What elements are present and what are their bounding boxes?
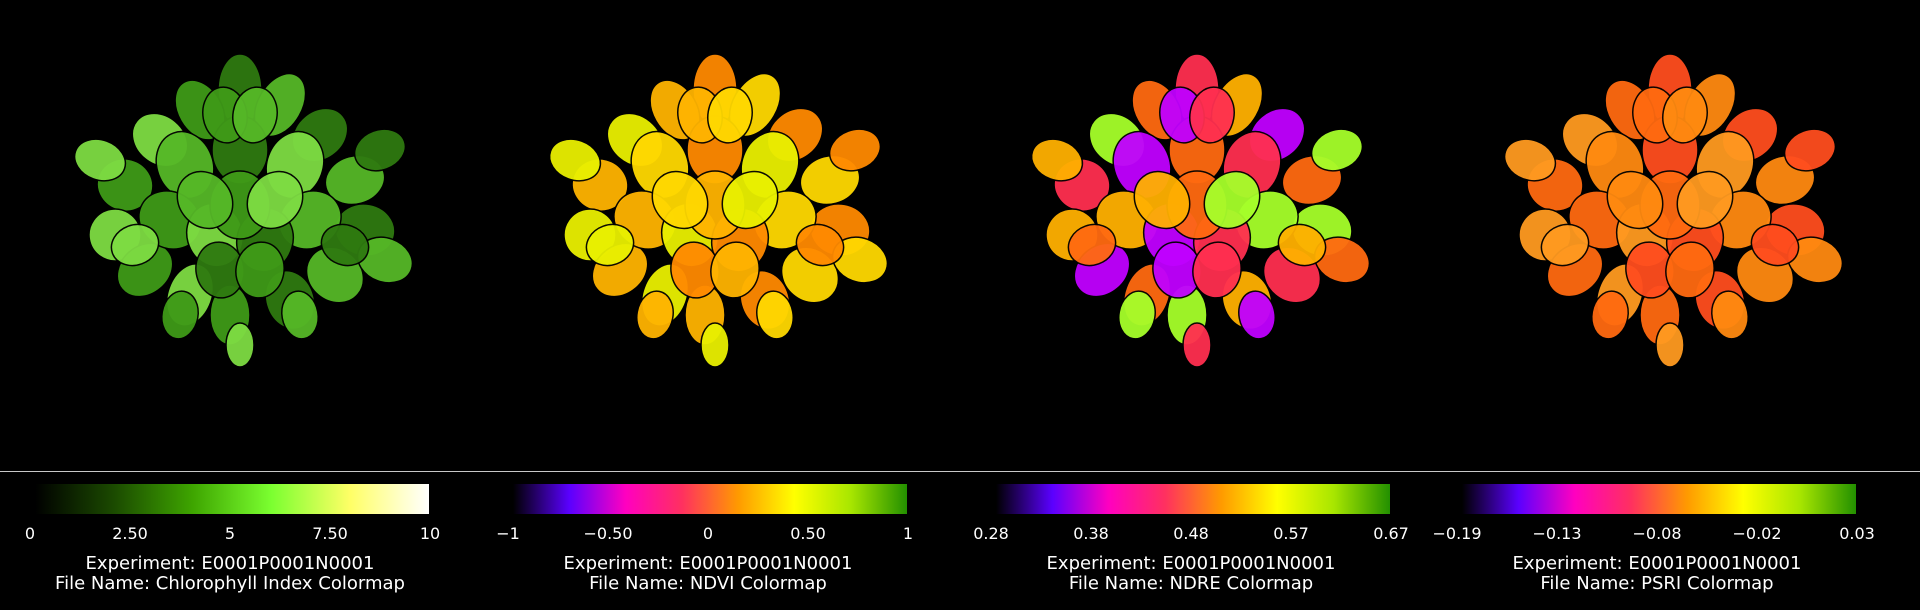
leaf (700, 322, 730, 368)
tick-label: 0.03 (1839, 524, 1875, 543)
leaf (1591, 290, 1629, 340)
tick-label: 1 (902, 524, 914, 543)
plant-chlorophyll (73, 53, 414, 368)
colorbar-ticks-ndre: 0.28 0.38 0.48 0.57 0.67 (973, 524, 1411, 544)
leaf (1503, 138, 1557, 182)
tick-label: 0.50 (790, 524, 826, 543)
leaf (1189, 86, 1235, 144)
leaf (1606, 170, 1664, 230)
leaf (176, 170, 234, 230)
leaf (281, 290, 319, 340)
leaf (1665, 241, 1715, 299)
leaf (651, 170, 709, 230)
colorbar-panel-ndre: 0.28 0.38 0.48 0.57 0.67 Experiment: E00… (973, 484, 1409, 608)
plant-images (73, 53, 1844, 368)
tick-label: 5 (224, 524, 236, 543)
tick-label: −0.50 (583, 524, 633, 543)
experiment-label: Experiment: E0001P0001N0001 (1046, 553, 1336, 574)
leaf (710, 241, 760, 299)
leaf (232, 86, 278, 144)
tick-label: −0.19 (1432, 524, 1482, 543)
tick-label: 0 (702, 524, 714, 543)
colorbar-panel-chlorophyll: 0 2.50 5 7.50 10 Experiment: E0001P0001N… (25, 484, 440, 608)
leaf (1783, 128, 1837, 172)
leaf (235, 241, 285, 299)
leaf (353, 128, 407, 172)
tick-label: 0.57 (1273, 524, 1309, 543)
colorbar-ndre (996, 484, 1390, 514)
file-name-label: File Name: NDVI Colormap (589, 573, 827, 594)
experiment-label: Experiment: E0001P0001N0001 (563, 553, 853, 574)
colorbar-panel-ndvi: −1 −0.50 0 0.50 1 Experiment: E0001P0001… (496, 484, 913, 608)
divider-line (0, 471, 1920, 472)
tick-label: 0 (24, 524, 36, 543)
colorbar-ndvi (513, 484, 907, 514)
leaf (707, 86, 753, 144)
colorbar-panel-psri: −0.19 −0.13 −0.08 −0.02 0.03 Experiment:… (1432, 484, 1875, 608)
caption: Experiment: E0001P0001N0001 File Name: C… (30, 554, 430, 594)
leaf (1030, 138, 1084, 182)
tick-label: −0.13 (1532, 524, 1582, 543)
leaf (721, 170, 779, 230)
leaf (320, 223, 370, 267)
tick-label: 2.50 (112, 524, 148, 543)
leaf (585, 223, 635, 267)
colorbar-chlorophyll (35, 484, 429, 514)
leaf (1750, 223, 1800, 267)
tick-label: −0.08 (1632, 524, 1682, 543)
leaf (1310, 128, 1364, 172)
leaf (548, 138, 602, 182)
tick-label: 0.48 (1173, 524, 1209, 543)
colorbar-psri (1462, 484, 1856, 514)
plant-ndvi (548, 53, 889, 368)
caption: Experiment: E0001P0001N0001 File Name: P… (1457, 554, 1857, 594)
leaf (1277, 223, 1327, 267)
tick-label: 0.28 (973, 524, 1009, 543)
file-name-label: File Name: NDRE Colormap (1068, 573, 1314, 594)
tick-label: −0.02 (1732, 524, 1782, 543)
leaf (1118, 290, 1156, 340)
colorbar-ticks-psri: −0.19 −0.13 −0.08 −0.02 0.03 (1432, 524, 1877, 544)
leaf (756, 290, 794, 340)
leaf (636, 290, 674, 340)
leaf (1711, 290, 1749, 340)
leaf (1655, 322, 1685, 368)
leaf (1238, 290, 1276, 340)
plant-psri (1503, 53, 1844, 368)
plant-ndre (1030, 53, 1371, 368)
experiment-label: Experiment: E0001P0001N0001 (85, 553, 375, 574)
leaf (246, 170, 304, 230)
leaf (1676, 170, 1734, 230)
file-name-label: File Name: Chlorophyll Index Colormap (55, 573, 405, 594)
colorbar-ticks-chlorophyll: 0 2.50 5 7.50 10 (25, 524, 450, 544)
leaf (161, 290, 199, 340)
experiment-label: Experiment: E0001P0001N0001 (1512, 553, 1802, 574)
leaf (795, 223, 845, 267)
caption: Experiment: E0001P0001N0001 File Name: N… (991, 554, 1391, 594)
leaf (73, 138, 127, 182)
leaf (225, 322, 255, 368)
file-name-label: File Name: PSRI Colormap (1540, 573, 1774, 594)
leaf (1662, 86, 1708, 144)
tick-label: 10 (419, 524, 441, 543)
caption: Experiment: E0001P0001N0001 File Name: N… (508, 554, 908, 594)
colorbar-ticks-ndvi: −1 −0.50 0 0.50 1 (496, 524, 928, 544)
leaf (1067, 223, 1117, 267)
tick-label: 0.38 (1073, 524, 1109, 543)
leaf (1133, 170, 1191, 230)
leaf (828, 128, 882, 172)
leaf (1192, 241, 1242, 299)
leaf (1540, 223, 1590, 267)
tick-label: −1 (496, 524, 520, 543)
leaf (110, 223, 160, 267)
leaf (1182, 322, 1212, 368)
tick-label: 7.50 (312, 524, 348, 543)
leaf (1203, 170, 1261, 230)
tick-label: 0.67 (1373, 524, 1409, 543)
